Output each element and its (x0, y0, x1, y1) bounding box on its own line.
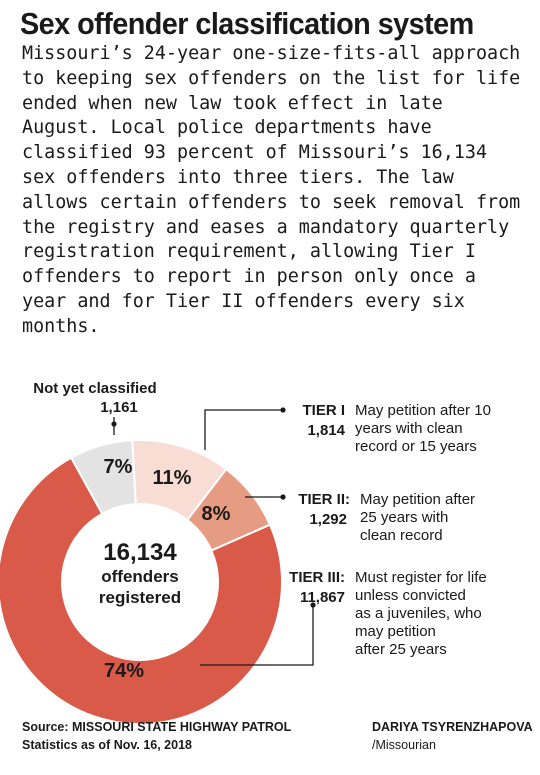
pct-label-tier1: 11% (153, 467, 192, 489)
tier1-desc-1: May petition after 10 (355, 402, 491, 419)
donut-chart: 7% 11% 8% 74% 16,134 offenders registere… (0, 380, 491, 725)
source-note: Source: MISSOURI STATE HIGHWAY PATROL St… (22, 718, 291, 754)
pct-label-not-classified: 7% (104, 456, 133, 478)
stats-date: Statistics as of Nov. 16, 2018 (22, 738, 192, 752)
donut-slice-tier-iii (0, 456, 283, 725)
leader-dot-tier3 (310, 602, 316, 608)
tier2-label: TIER II: (298, 491, 350, 508)
tier3-count: 11,867 (300, 589, 345, 606)
leader-dot-tier1 (280, 407, 286, 413)
pct-label-tier3: 74% (104, 660, 144, 682)
author-name: DARIYA TSYRENZHAPOVA (372, 720, 533, 734)
tier1-label: TIER I (302, 402, 345, 419)
not-classified-label: Not yet classified (33, 380, 156, 397)
leader-tier1 (204, 409, 283, 450)
source-text: Source: MISSOURI STATE HIGHWAY PATROL (22, 720, 292, 734)
tier3-desc-1: Must register for life (355, 569, 487, 586)
tier3-desc-2: unless convicted (355, 587, 466, 604)
credit: DARIYA TSYRENZHAPOVA /Missourian (372, 718, 533, 754)
tier1-desc-2: years with clean (355, 420, 463, 437)
center-total: 16,134 (103, 539, 177, 566)
center-line-1: offenders (101, 567, 178, 586)
tier2-desc-1: May petition after (360, 491, 475, 508)
leader-tier3 (200, 605, 314, 666)
donut-slices (0, 439, 283, 725)
not-classified-count: 1,161 (100, 399, 138, 416)
tier2-desc-2: 25 years with (360, 509, 448, 526)
outlet-name: /Missourian (372, 738, 436, 752)
tier2-desc-3: clean record (360, 527, 443, 544)
tier3-desc-5: after 25 years (355, 641, 447, 658)
center-line-2: registered (99, 588, 181, 607)
tier2-count: 1,292 (309, 511, 347, 528)
pct-label-tier2: 8% (202, 503, 231, 525)
leader-dot-not-classified (111, 421, 117, 427)
tier3-desc-4: may petition (355, 623, 436, 640)
graphic-title: Sex offender classification system (20, 6, 474, 41)
leader-dot-tier2 (280, 494, 286, 500)
intro-paragraph: Missouri’s 24-year one-size-fits-all app… (22, 43, 521, 337)
tier3-desc-3: as a juveniles, who (355, 605, 482, 622)
tier1-desc-3: record or 15 years (355, 438, 477, 455)
tier1-count: 1,814 (307, 422, 345, 439)
tier3-label: TIER III: (289, 569, 345, 586)
